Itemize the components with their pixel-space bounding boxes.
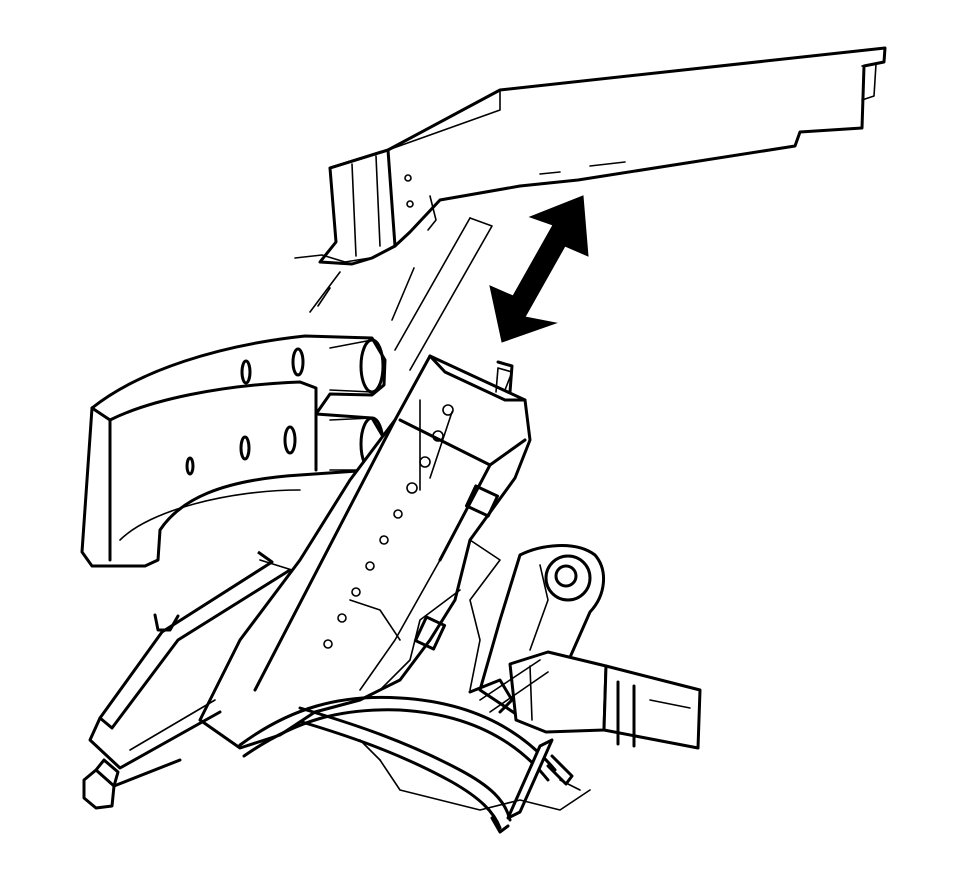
- heat-shield: [294, 46, 887, 266]
- background-frame: [359, 539, 591, 811]
- sensor-plug: [508, 650, 702, 750]
- motion-arrow: [489, 195, 589, 343]
- wiring-harness: [238, 659, 557, 830]
- mount-stud-left: [82, 758, 182, 810]
- lower-bracket: [88, 550, 293, 770]
- mount-stud: [490, 738, 581, 834]
- cover-bracket: [80, 334, 387, 568]
- alignment-lines: [309, 217, 493, 371]
